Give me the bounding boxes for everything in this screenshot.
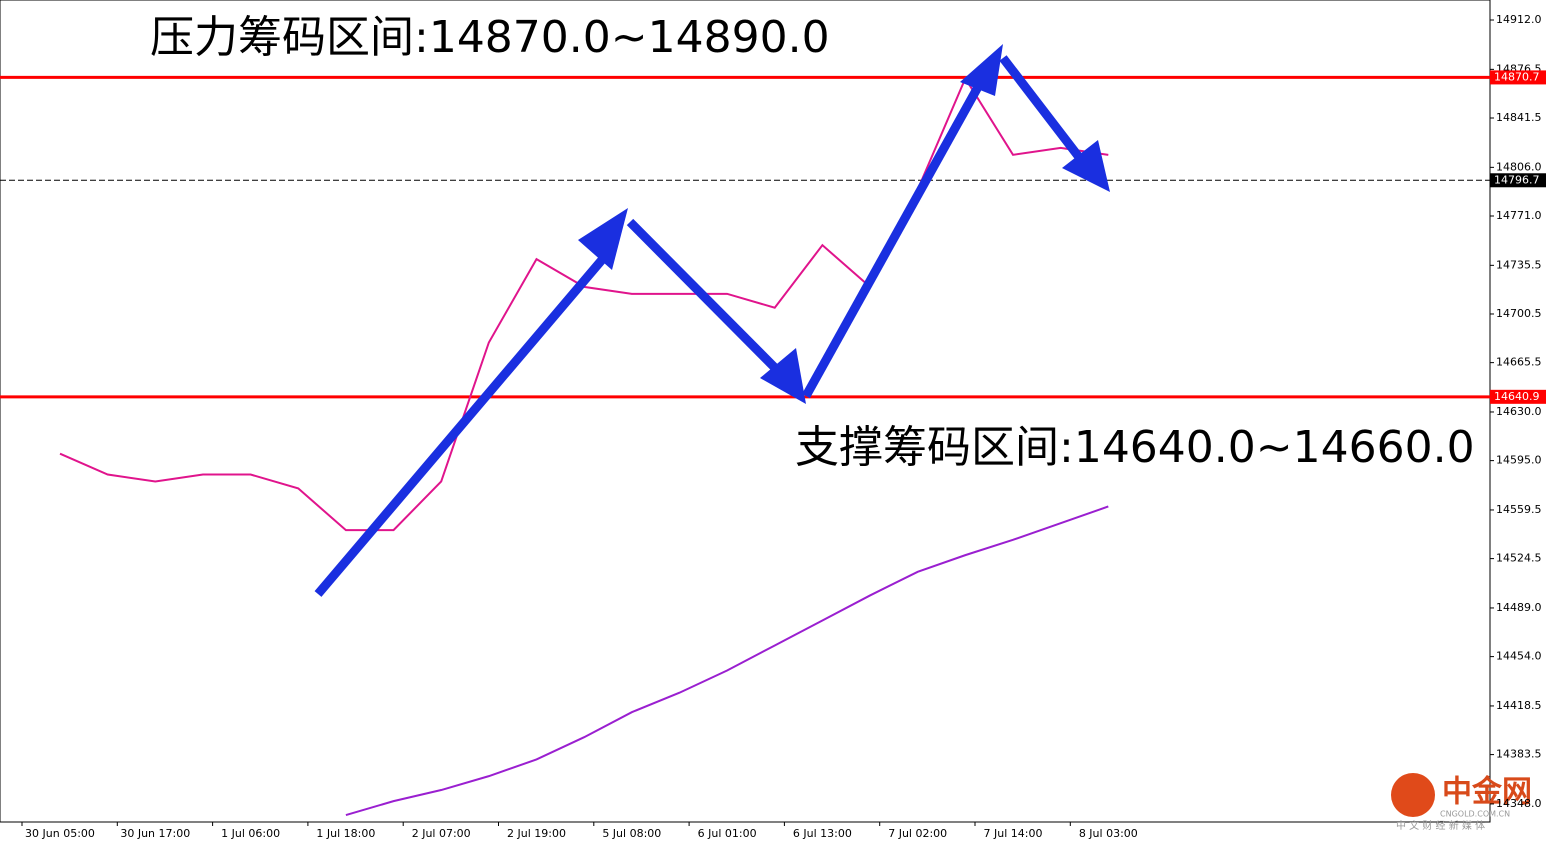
- price-level-badge: [1490, 70, 1546, 85]
- x-tick-label: 8 Jul 03:00: [1079, 827, 1138, 840]
- arrow-head: [760, 348, 806, 404]
- x-tick-label: 7 Jul 14:00: [984, 827, 1043, 840]
- arrow: [626, 218, 796, 389]
- y-tick-label: 14841.5: [1496, 111, 1542, 124]
- y-tick-label: 14524.5: [1496, 552, 1542, 565]
- logo-slogan: 中 文 财 经 新 媒 体: [1396, 819, 1485, 832]
- arrow-head: [960, 44, 1003, 96]
- y-tick-label: 14806.0: [1496, 160, 1542, 173]
- y-tick-label: 14630.0: [1496, 405, 1542, 418]
- y-tick-label: 14418.5: [1496, 699, 1542, 712]
- price-level-badge: [1490, 173, 1546, 188]
- x-tick-label: 2 Jul 07:00: [412, 827, 471, 840]
- y-tick-label: 14912.0: [1496, 13, 1542, 26]
- x-tick-label: 6 Jul 13:00: [793, 827, 852, 840]
- x-tick-label: 30 Jun 05:00: [25, 827, 95, 840]
- x-tick-label: 1 Jul 18:00: [316, 827, 375, 840]
- arrow-head: [1062, 140, 1110, 192]
- price-level-label: 14870.7: [1494, 70, 1540, 83]
- support-annotation: 支撑筹码区间:14640.0~14660.0: [795, 422, 1475, 473]
- x-tick-label: 5 Jul 08:00: [602, 827, 661, 840]
- logo-name: 中金网: [1442, 775, 1532, 810]
- y-tick-label: 14595.0: [1496, 454, 1542, 467]
- arrow: [314, 245, 616, 597]
- y-tick-label: 14348.0: [1496, 797, 1542, 810]
- y-tick-label: 14489.0: [1496, 601, 1542, 614]
- price-level-badge: [1490, 389, 1546, 404]
- x-tick-label: 1 Jul 06:00: [221, 827, 280, 840]
- x-tick-label: 7 Jul 02:00: [888, 827, 947, 840]
- y-tick-label: 14665.5: [1496, 356, 1542, 369]
- series-line: [345, 505, 1109, 817]
- x-tick-label: 2 Jul 19:00: [507, 827, 566, 840]
- logo: 中金网 CNGOLD.COM.CN 中 文 财 经 新 媒 体: [1391, 773, 1532, 832]
- price-level-label: 14796.7: [1494, 173, 1540, 186]
- arrow-heads: [578, 44, 1110, 404]
- y-tick-label: 14700.5: [1496, 307, 1542, 320]
- trend-arrows: [314, 55, 1099, 597]
- x-tick-label: 6 Jul 01:00: [698, 827, 757, 840]
- y-tick-label: 14771.0: [1496, 209, 1542, 222]
- x-tick-label: 30 Jun 17:00: [120, 827, 190, 840]
- plot-frame: [0, 0, 1491, 823]
- logo-icon: [1391, 773, 1435, 817]
- arrow-head: [578, 208, 628, 270]
- y-tick-label: 14559.5: [1496, 503, 1542, 516]
- y-tick-label: 14735.5: [1496, 258, 1542, 271]
- resistance-annotation: 压力筹码区间:14870.0~14890.0: [150, 12, 830, 63]
- y-tick-label: 14454.0: [1496, 650, 1542, 663]
- y-tick-label: 14383.5: [1496, 748, 1542, 761]
- price-level-label: 14640.9: [1494, 390, 1540, 403]
- logo-domain: CNGOLD.COM.CN: [1440, 810, 1510, 819]
- arrow: [802, 57, 997, 399]
